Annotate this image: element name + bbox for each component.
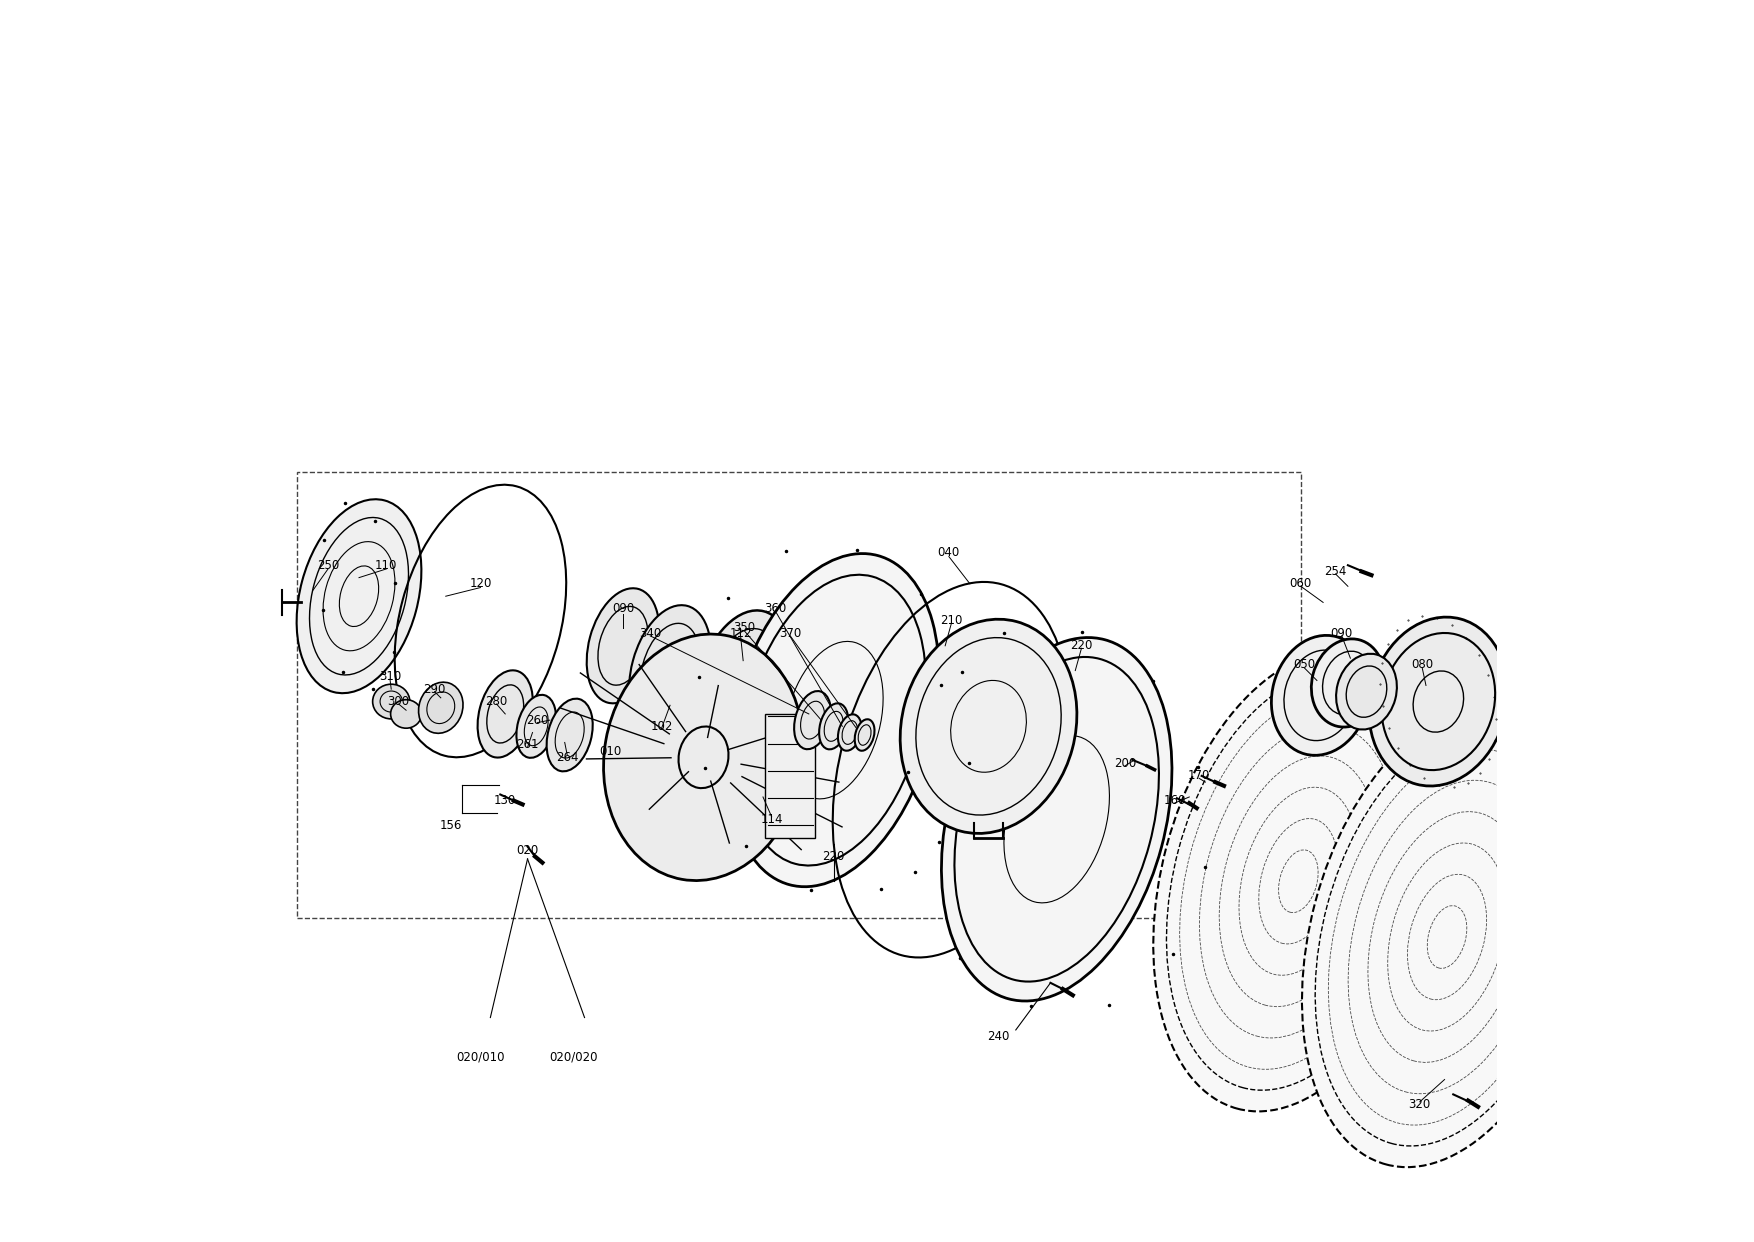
Ellipse shape [603, 635, 803, 881]
Text: 020: 020 [516, 843, 538, 857]
Text: 010: 010 [600, 745, 621, 758]
Ellipse shape [477, 671, 533, 758]
Text: 050: 050 [1293, 658, 1316, 671]
Text: 210: 210 [940, 615, 963, 627]
Text: 261: 261 [516, 739, 538, 751]
Text: 240: 240 [988, 1030, 1010, 1042]
Ellipse shape [900, 620, 1077, 833]
Text: 320: 320 [1408, 1098, 1431, 1110]
Text: 020/020: 020/020 [549, 1051, 598, 1063]
Text: 250: 250 [317, 559, 339, 571]
Ellipse shape [795, 691, 831, 749]
Ellipse shape [728, 554, 938, 887]
Text: 114: 114 [761, 812, 782, 826]
Text: 200: 200 [1114, 758, 1137, 770]
Ellipse shape [854, 719, 875, 750]
Text: 112: 112 [730, 627, 752, 640]
Text: 220: 220 [1070, 640, 1093, 652]
Text: 120: 120 [470, 578, 491, 590]
Ellipse shape [391, 699, 421, 728]
Ellipse shape [838, 714, 861, 750]
Ellipse shape [372, 684, 410, 719]
Ellipse shape [1301, 707, 1593, 1167]
Text: 340: 340 [638, 627, 661, 640]
Ellipse shape [819, 703, 849, 749]
Ellipse shape [1368, 617, 1508, 786]
Text: 090: 090 [612, 602, 635, 615]
Ellipse shape [586, 589, 660, 703]
Text: 102: 102 [651, 720, 672, 733]
Text: 020/010: 020/010 [456, 1051, 505, 1063]
Text: 060: 060 [1289, 578, 1312, 590]
Text: 360: 360 [765, 602, 786, 615]
Text: 110: 110 [375, 559, 398, 571]
Ellipse shape [1337, 653, 1396, 729]
Ellipse shape [419, 682, 463, 733]
Ellipse shape [630, 605, 710, 737]
Ellipse shape [516, 694, 556, 758]
Text: 156: 156 [440, 818, 461, 832]
Bar [765, 714, 816, 838]
Bar [296, 472, 1301, 918]
Text: 170: 170 [1187, 769, 1210, 782]
Text: 280: 280 [486, 696, 507, 708]
Ellipse shape [693, 610, 793, 768]
Text: 080: 080 [1412, 658, 1433, 671]
Text: 090: 090 [1331, 627, 1352, 640]
Text: 220: 220 [823, 850, 845, 863]
Ellipse shape [942, 637, 1172, 1001]
Text: 300: 300 [388, 696, 410, 708]
Ellipse shape [547, 699, 593, 771]
Ellipse shape [1152, 651, 1444, 1112]
Text: 040: 040 [938, 546, 959, 559]
Text: 370: 370 [779, 627, 802, 640]
Text: 310: 310 [379, 671, 402, 683]
Ellipse shape [1312, 638, 1384, 727]
Text: 264: 264 [556, 751, 579, 764]
Text: 254: 254 [1324, 565, 1347, 578]
Text: 160: 160 [1163, 794, 1186, 807]
Ellipse shape [296, 499, 421, 693]
Text: 290: 290 [423, 683, 446, 696]
Text: 350: 350 [733, 621, 756, 633]
Text: 130: 130 [495, 794, 516, 807]
Text: 260: 260 [526, 714, 549, 727]
Ellipse shape [1272, 636, 1370, 755]
